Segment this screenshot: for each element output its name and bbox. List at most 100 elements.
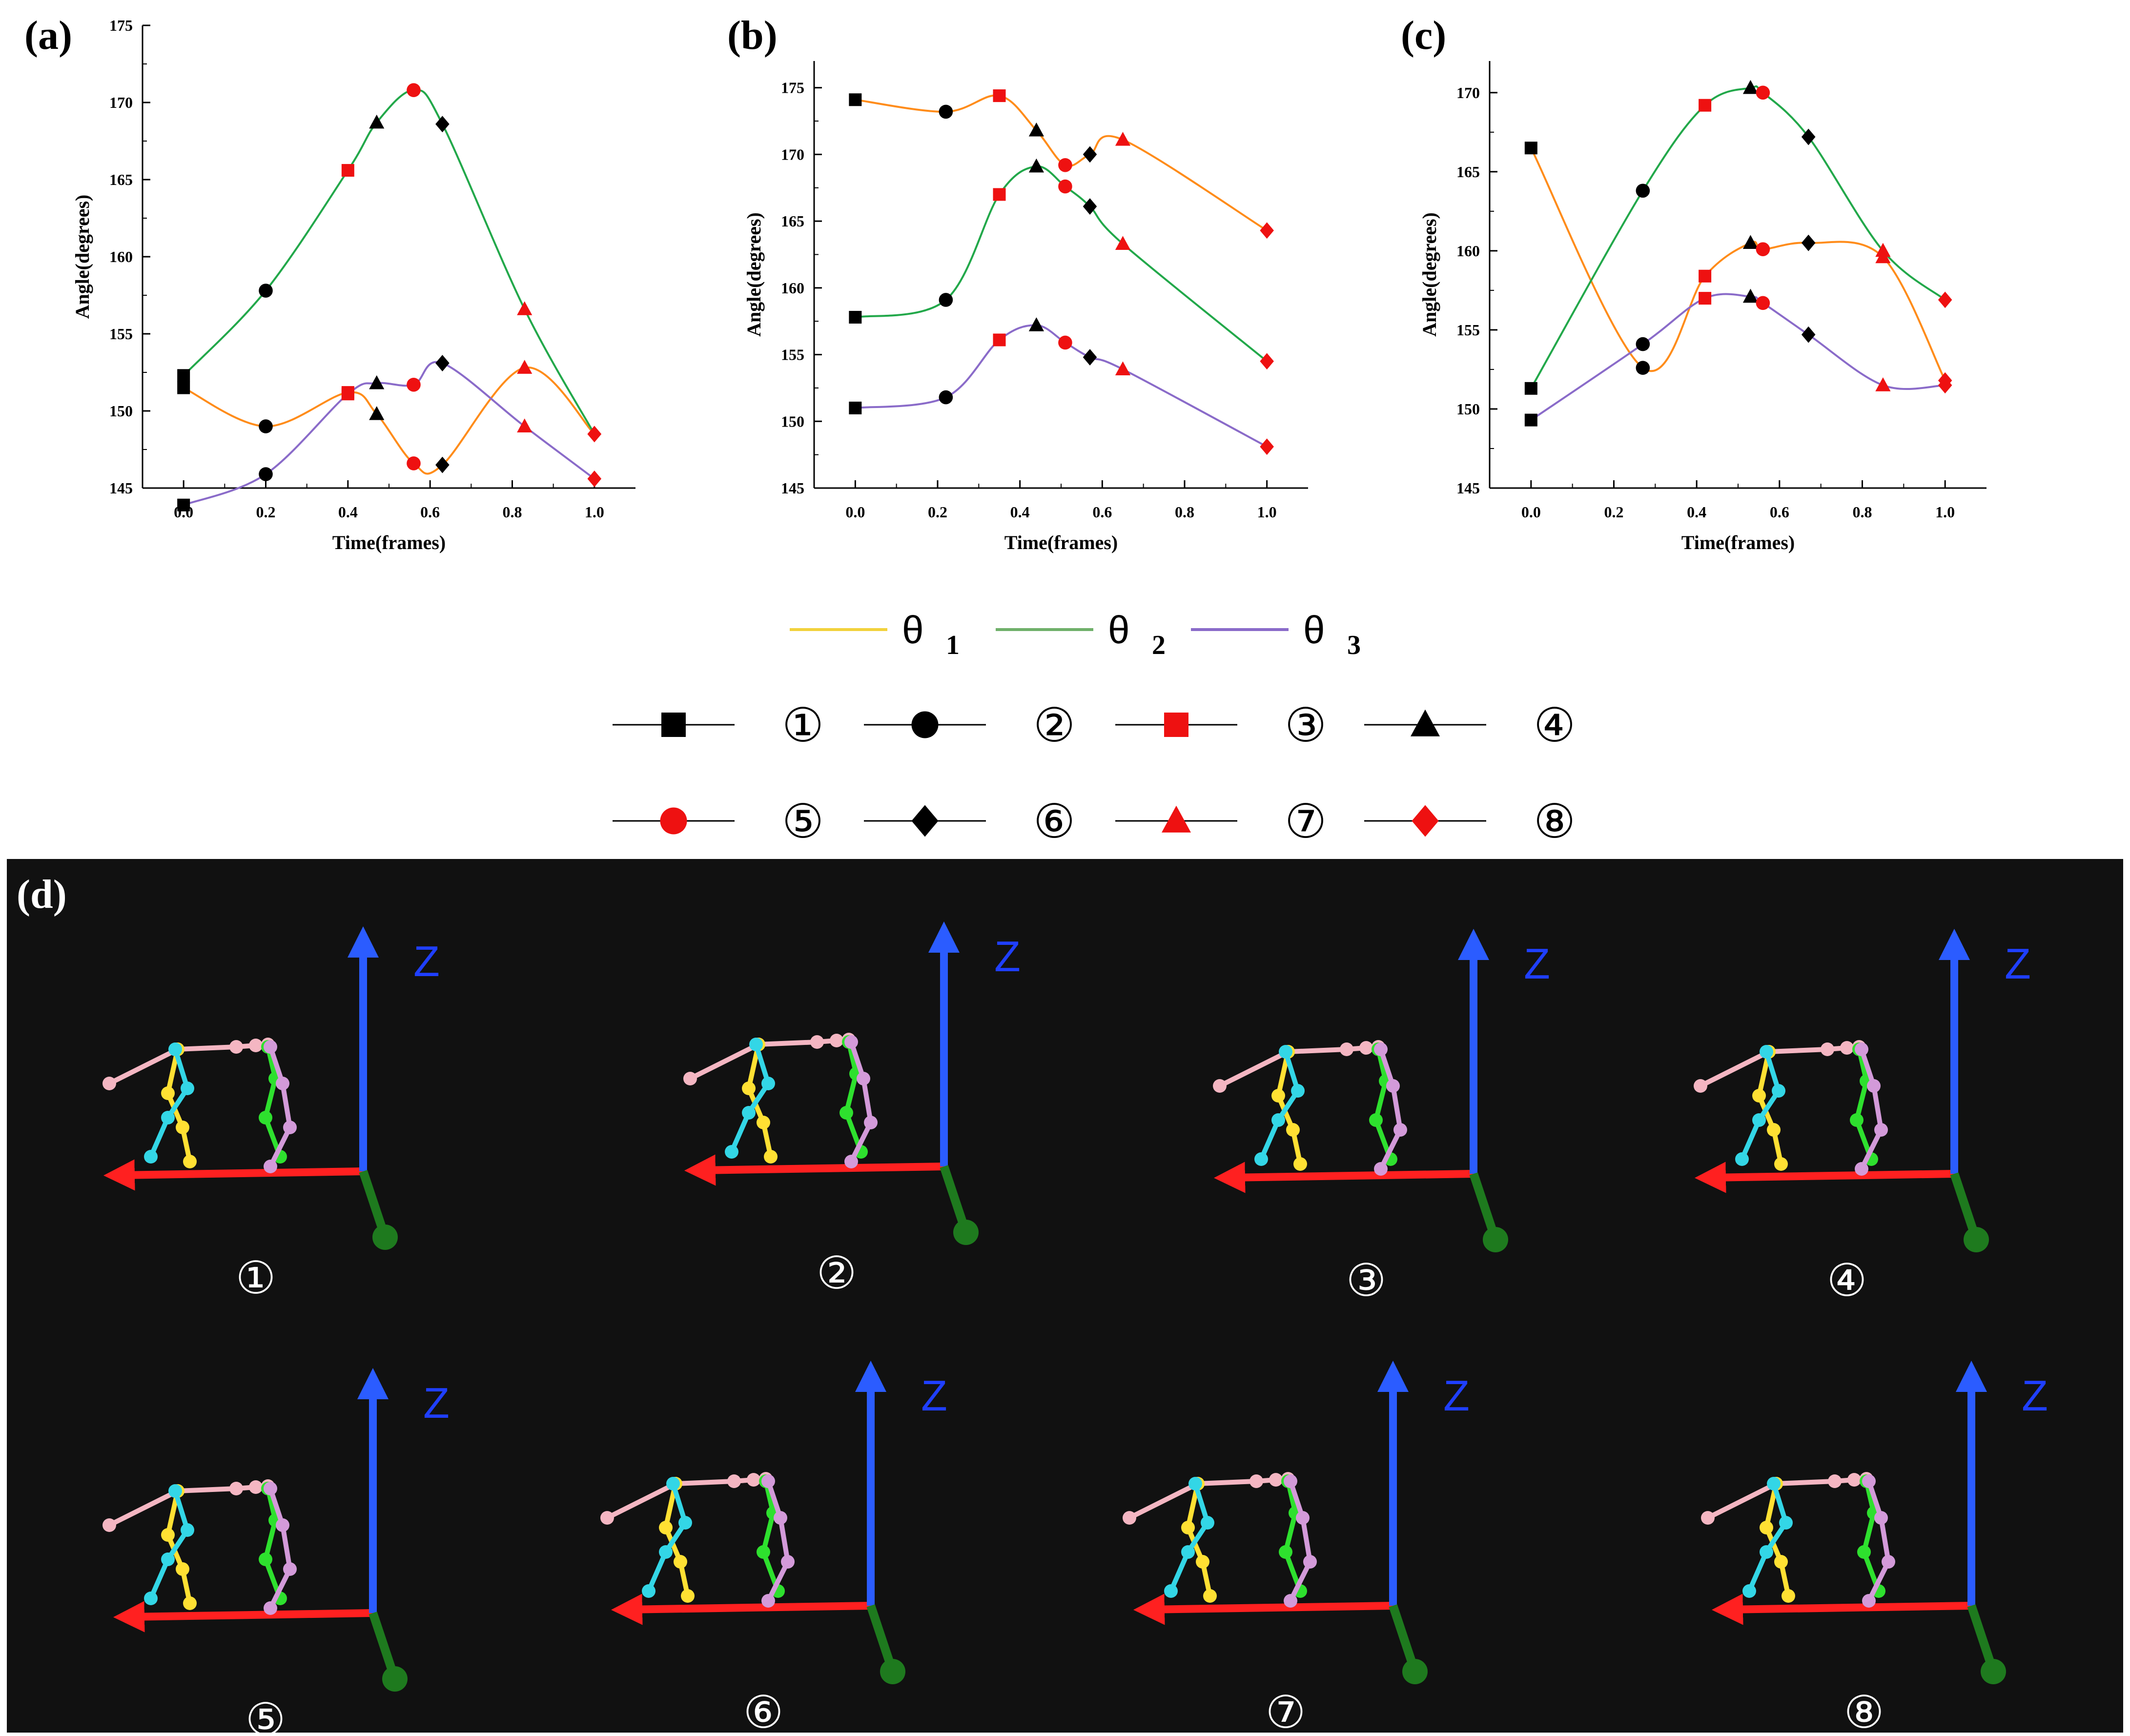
y-axis-arrow [359,1170,387,1231]
data-point [341,164,354,177]
y-tick-label: 150 [109,402,133,420]
leg-joint [276,1518,289,1532]
x-tick-label: 0.6 [1770,503,1789,521]
series-line-2 [183,89,595,435]
y-axis-head [1402,1659,1428,1684]
data-point [1756,85,1770,100]
leg-joint [1867,1079,1881,1093]
leg-joint [1862,1474,1876,1488]
leg-joint [1774,1157,1788,1171]
data-point [1636,337,1650,351]
leg-joint [757,1116,770,1129]
leg-joint [168,1042,182,1056]
data-point [1801,128,1816,145]
leg-4 [1288,1480,1313,1602]
spine-joint [102,1518,116,1532]
leg-joint [1774,1555,1788,1569]
data-point [1115,361,1131,375]
skeleton-frame-1: Z① [102,926,440,1304]
leg-joint [844,1155,858,1168]
legend-marker-label: ⑧ [1534,794,1576,849]
series-line-2 [855,165,1268,362]
leg-joint [1393,1123,1407,1137]
spine [689,1037,849,1081]
frame-label: ⑥ [743,1686,783,1733]
frame-label: ⑤ [246,1694,286,1733]
skeleton-frame-7: Z⑦ [1123,1361,1470,1733]
frame-label: ④ [1827,1254,1867,1307]
x-tick-label: 0.6 [1092,503,1112,521]
leg-joint [1293,1157,1307,1171]
y-tick-label: 145 [1456,479,1480,497]
x-tick-label: 0.8 [1853,503,1872,521]
chart-b: (b) 145 150 155 160 165 170 175 0.0 0.2 0.4 0.6 0.8 1… [727,13,1308,553]
skeleton-frame-8: Z⑧ [1701,1361,2048,1733]
data-point [259,419,273,433]
data-point [1058,158,1072,172]
leg-4 [268,1488,293,1610]
data-point [939,104,953,119]
leg-2 [1259,1051,1301,1161]
leg-joint [1735,1152,1749,1166]
skeleton [102,1479,297,1615]
leg-joint [1181,1545,1195,1559]
data-point [177,369,190,382]
spine-joint [1269,1473,1283,1487]
leg-joint [666,1477,680,1491]
data-point [435,456,450,473]
legend-marker-label: ④ [1534,698,1576,753]
leg-joint [1286,1123,1300,1137]
leg-3 [760,1480,780,1592]
leg-joint [1374,1162,1388,1176]
y-axis-arrow [1950,1172,1978,1234]
spine-joint [683,1072,697,1085]
legend-marker-label: ⑤ [782,794,824,849]
legend-theta-sub: 3 [1347,630,1361,660]
data-point [1524,382,1537,395]
y-tick-label: 155 [1456,321,1480,339]
legend-marker [1164,713,1188,737]
x-axis-arrow [1695,1162,1955,1193]
spine-joint [1847,1473,1861,1487]
y-tick-label: 160 [1456,242,1480,260]
leg-joint [844,1035,858,1049]
leg-joint [757,1545,770,1559]
data-point [407,83,421,98]
legend-marker-label: ⑦ [1285,794,1327,849]
z-axis-label: Z [994,932,1021,980]
data-point [1058,179,1072,194]
chart-c: (c) 145 150 155 160 165 170 0.0 0.2 0.4 0.6 0.8 1.0 T… [1401,13,1987,553]
x-axis-title: Time(frames) [332,531,446,553]
z-axis-label: Z [1443,1371,1470,1420]
leg-joint [161,1111,175,1124]
x-axis-arrow [1712,1593,1972,1625]
leg-joint [659,1545,673,1559]
legend-marker-label: ③ [1285,698,1327,753]
data-point [1742,288,1759,303]
data-point [517,360,532,374]
z-axis-label: Z [2022,1371,2048,1420]
leg-joint [1760,1545,1773,1559]
y-tick-label: 165 [781,212,804,230]
leg-joint [1760,1045,1773,1059]
leg-3 [1854,1048,1874,1160]
spine-joint [229,1482,243,1495]
skeleton-frame-6: Z⑥ [600,1361,947,1733]
leg-joint [183,1596,197,1610]
leg-joint [181,1082,194,1095]
skeleton [1123,1472,1317,1608]
leg-joint [161,1086,175,1100]
spine-joint [229,1040,243,1054]
data-point [1938,291,1952,308]
leg-joint [1772,1084,1785,1098]
spine-joint [1840,1041,1854,1055]
leg-joint [176,1121,189,1134]
data-point [1115,236,1131,250]
leg-joint [774,1511,787,1525]
legend-marker [1162,805,1191,833]
data-point [1742,80,1759,94]
x-tick-label: 0.8 [1175,503,1194,521]
z-axis-label: Z [2005,939,2031,988]
spine-joint [249,1480,263,1494]
